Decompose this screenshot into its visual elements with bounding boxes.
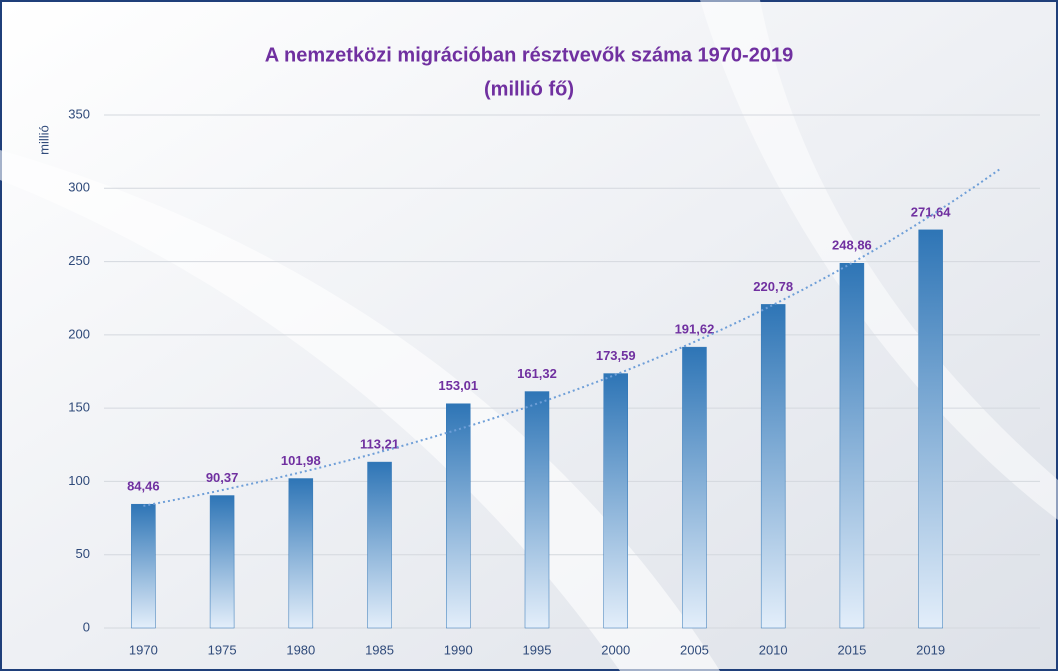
bar [524, 391, 550, 629]
bar [839, 262, 865, 629]
value-label: 90,37 [206, 470, 239, 485]
y-tick-label: 350 [68, 106, 90, 121]
x-tick-label: 2015 [837, 642, 866, 657]
x-tick-label: 1975 [208, 642, 237, 657]
bar [682, 346, 707, 629]
bar [603, 373, 628, 629]
y-tick-label: 0 [83, 619, 90, 634]
chart-title: A nemzetközi migrációban résztvevők szám… [265, 44, 793, 66]
x-tick-label: 1985 [365, 642, 394, 657]
y-axis-label: millió [36, 125, 51, 155]
y-tick-label: 200 [68, 326, 90, 341]
x-tick-label: 1980 [286, 642, 315, 657]
value-label: 161,32 [517, 366, 557, 381]
bar [760, 304, 786, 629]
x-tick-label: 2010 [759, 642, 788, 657]
y-tick-label: 250 [68, 253, 90, 268]
x-tick-label: 2000 [601, 642, 630, 657]
x-tick-label: 2005 [680, 642, 709, 657]
trendline [143, 167, 1003, 507]
bar [446, 403, 471, 629]
value-label: 101,98 [281, 453, 321, 468]
y-tick-label: 50 [76, 546, 90, 561]
x-tick-label: 1990 [444, 642, 473, 657]
bar [918, 229, 943, 629]
value-label: 84,46 [127, 479, 160, 494]
value-label: 173,59 [596, 348, 636, 363]
value-label: 248,86 [832, 238, 872, 253]
bar [288, 478, 314, 629]
y-tick-label: 150 [68, 400, 90, 415]
background-swoosh [700, 0, 1058, 520]
y-tick-label: 100 [68, 473, 90, 488]
chart-subtitle: (millió fő) [484, 78, 574, 100]
x-tick-label: 1970 [129, 642, 158, 657]
value-label: 191,62 [675, 322, 715, 337]
bar [209, 495, 235, 629]
bar [131, 503, 156, 629]
value-label: 153,01 [438, 378, 478, 393]
x-tick-label: 2019 [916, 642, 945, 657]
value-label: 220,78 [753, 279, 793, 294]
value-label: 271,64 [911, 204, 952, 219]
x-tick-label: 1995 [523, 642, 552, 657]
value-label: 113,21 [360, 437, 399, 452]
y-tick-label: 300 [68, 180, 90, 195]
bar [367, 461, 392, 629]
